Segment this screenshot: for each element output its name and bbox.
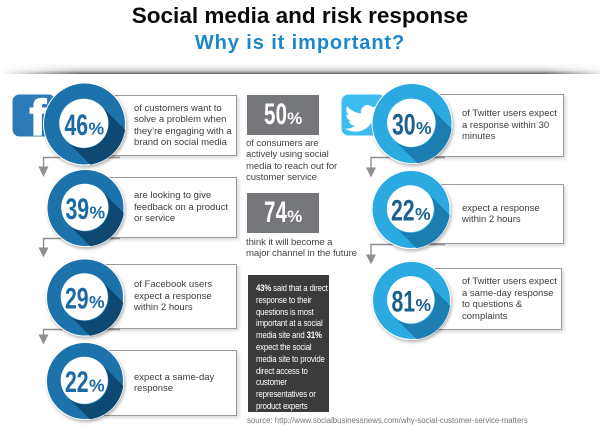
svg-text:%: %	[416, 118, 432, 138]
svg-text:39: 39	[65, 194, 89, 226]
svg-text:22: 22	[65, 367, 89, 399]
svg-text:%: %	[415, 204, 431, 224]
svg-text:%: %	[89, 376, 105, 396]
svg-text:30: 30	[392, 109, 416, 141]
svg-text:%: %	[416, 295, 432, 315]
svg-text:%: %	[89, 119, 105, 139]
svg-text:29: 29	[65, 283, 89, 315]
svg-text:22: 22	[391, 195, 415, 227]
svg-text:%: %	[90, 203, 106, 223]
svg-text:%: %	[89, 292, 105, 312]
svg-text:f: f	[30, 90, 47, 146]
svg-text:46: 46	[64, 110, 88, 142]
svg-text:81: 81	[391, 286, 415, 318]
